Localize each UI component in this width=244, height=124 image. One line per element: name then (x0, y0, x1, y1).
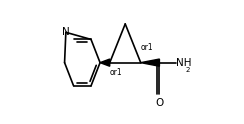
Text: O: O (155, 98, 163, 108)
Polygon shape (100, 59, 110, 66)
Text: or1: or1 (141, 43, 153, 52)
Text: N: N (62, 27, 70, 37)
Text: 2: 2 (185, 67, 190, 73)
Polygon shape (141, 59, 159, 66)
Text: NH: NH (176, 58, 191, 68)
Text: or1: or1 (110, 68, 122, 78)
